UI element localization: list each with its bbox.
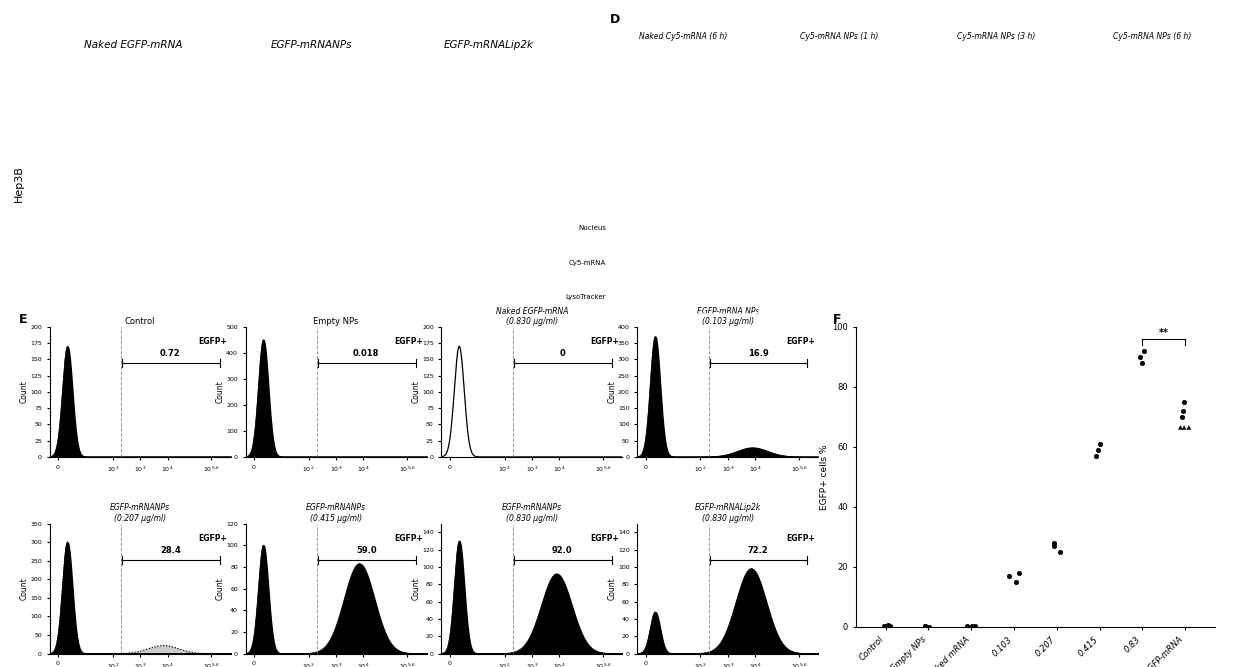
Text: EGFP+: EGFP+ [198, 338, 227, 346]
Text: Cy5-mRNA NPs (6 h): Cy5-mRNA NPs (6 h) [1114, 33, 1192, 41]
Text: Cy5-mRNA: Cy5-mRNA [569, 260, 606, 265]
Text: F: F [833, 313, 842, 326]
Text: 0: 0 [559, 349, 565, 358]
Point [1006, 576, 1025, 588]
Point [999, 570, 1019, 581]
Y-axis label: Count: Count [20, 380, 29, 404]
Text: D: D [610, 13, 620, 26]
Title: EGFP-mRNA NPs
(0.103 μg/ml): EGFP-mRNA NPs (0.103 μg/ml) [697, 307, 759, 326]
Text: E: E [19, 313, 27, 326]
Point [915, 621, 935, 632]
Text: Nucleus: Nucleus [578, 225, 606, 231]
Text: EGFP+: EGFP+ [590, 534, 619, 543]
Y-axis label: Count: Count [216, 577, 224, 600]
Text: 16.9: 16.9 [748, 349, 769, 358]
Point [915, 621, 935, 632]
Title: EGFP-mRNANPs
(0.207 μg/ml): EGFP-mRNANPs (0.207 μg/ml) [110, 504, 170, 523]
Text: C: C [413, 69, 423, 82]
Text: 0.72: 0.72 [160, 349, 181, 358]
Text: 92.0: 92.0 [552, 546, 573, 555]
Text: EGFP+: EGFP+ [786, 534, 815, 543]
Point [1044, 538, 1064, 548]
Point [1009, 568, 1029, 578]
Text: Naked EGFP-mRNA: Naked EGFP-mRNA [84, 40, 182, 50]
Text: EGFP+: EGFP+ [590, 338, 619, 346]
Point [1050, 547, 1070, 558]
Point [880, 621, 900, 632]
Text: **: ** [1159, 328, 1169, 338]
Point [874, 621, 894, 632]
Y-axis label: Count: Count [412, 380, 420, 404]
Point [878, 620, 898, 631]
Text: EGFP-mRNANPs: EGFP-mRNANPs [270, 40, 352, 50]
Y-axis label: EGFP+ cells %: EGFP+ cells % [821, 444, 830, 510]
Point [1086, 451, 1106, 462]
Title: EGFP-mRNANPs
(0.830 μg/ml): EGFP-mRNANPs (0.830 μg/ml) [502, 504, 562, 523]
Text: EGFP+: EGFP+ [786, 338, 815, 346]
Text: ▲▲▲: ▲▲▲ [1178, 425, 1193, 430]
Y-axis label: Count: Count [20, 577, 29, 600]
Point [1174, 396, 1194, 407]
Y-axis label: Count: Count [608, 380, 616, 404]
Text: Cy5-mRNA NPs (1 h): Cy5-mRNA NPs (1 h) [800, 33, 878, 41]
Text: A: A [58, 69, 68, 82]
Point [1172, 412, 1192, 422]
Point [1087, 444, 1107, 455]
Point [1173, 406, 1193, 416]
Text: 28.4: 28.4 [160, 546, 181, 555]
Title: Naked EGFP-mRNA
(0.830 μg/ml): Naked EGFP-mRNA (0.830 μg/ml) [496, 307, 568, 326]
Text: Hep3B: Hep3B [14, 165, 24, 202]
Text: EGFP+: EGFP+ [394, 338, 423, 346]
Point [962, 620, 982, 631]
Title: Empty NPs: Empty NPs [314, 317, 358, 326]
Point [1090, 439, 1110, 450]
Text: Cy5-mRNA NPs (3 h): Cy5-mRNA NPs (3 h) [957, 33, 1035, 41]
Text: 59.0: 59.0 [356, 546, 377, 555]
Point [1131, 352, 1151, 362]
Text: EGFP-mRNALip2k: EGFP-mRNALip2k [444, 40, 534, 50]
Text: LysoTracker: LysoTracker [565, 294, 606, 300]
Text: 0.018: 0.018 [353, 349, 379, 358]
Point [920, 622, 940, 632]
Point [1044, 540, 1064, 551]
Text: EGFP+: EGFP+ [198, 534, 227, 543]
Text: Naked Cy5-mRNA (6 h): Naked Cy5-mRNA (6 h) [639, 33, 727, 41]
Text: 72.2: 72.2 [748, 546, 769, 555]
Point [1132, 358, 1152, 368]
Y-axis label: Count: Count [412, 577, 420, 600]
Text: B: B [236, 69, 246, 82]
Point [1133, 346, 1153, 356]
Title: Control: Control [125, 317, 155, 326]
Y-axis label: Count: Count [216, 380, 224, 404]
Point [965, 621, 985, 632]
Text: EGFP+: EGFP+ [394, 534, 423, 543]
Y-axis label: Count: Count [608, 577, 616, 600]
Title: EGFP-mRNALip2k
(0.830 μg/ml): EGFP-mRNALip2k (0.830 μg/ml) [694, 504, 761, 523]
Point [957, 621, 977, 632]
Title: EGFP-mRNANPs
(0.415 μg/ml): EGFP-mRNANPs (0.415 μg/ml) [306, 504, 366, 523]
